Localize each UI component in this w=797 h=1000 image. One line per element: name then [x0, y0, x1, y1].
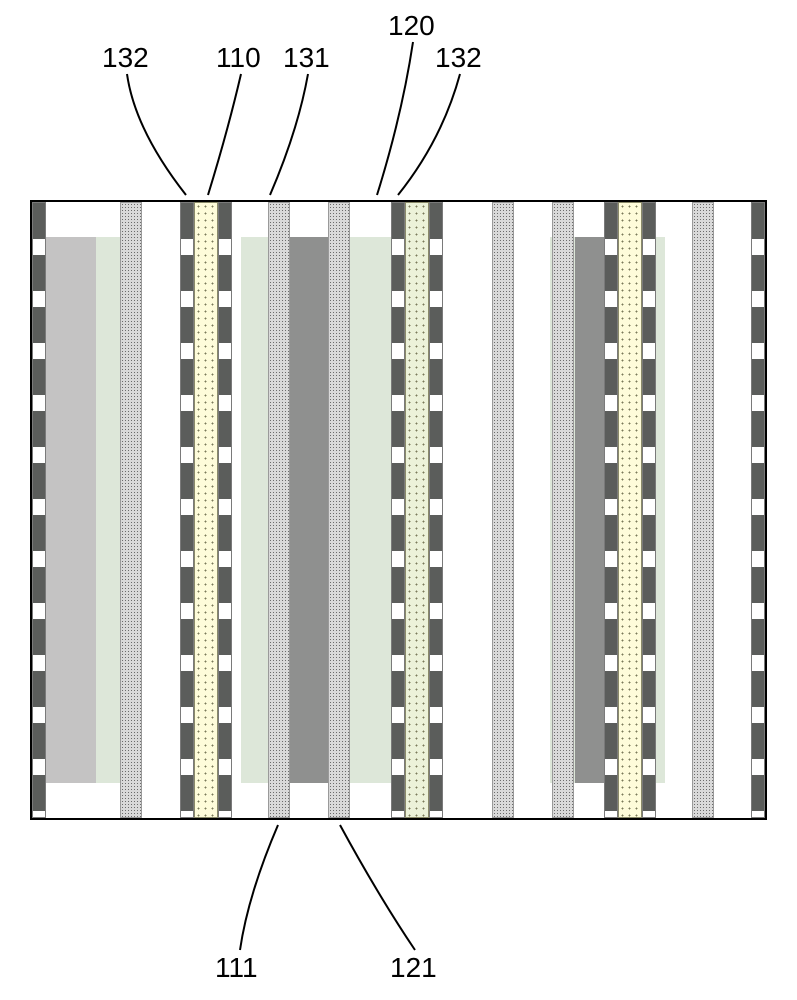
bar-dense	[268, 202, 290, 818]
bar-dense	[328, 202, 350, 818]
body-region	[241, 237, 268, 783]
bar-dense	[552, 202, 574, 818]
figure-container: 132110131120132111121	[0, 0, 797, 1000]
callout-label: 120	[388, 10, 435, 42]
bar-inner-dashed	[218, 202, 232, 818]
callout-label: 131	[283, 42, 330, 74]
bar-inner-dashed	[429, 202, 443, 818]
bar-inner-dashed	[391, 202, 405, 818]
leader-line	[127, 74, 186, 195]
bar-inner-dashed	[180, 202, 194, 818]
callout-label: 110	[216, 42, 261, 74]
body-region	[96, 237, 120, 783]
callout-label: 132	[435, 42, 482, 74]
leader-line	[270, 74, 308, 195]
bar-dotted	[618, 202, 642, 818]
bar-dense	[120, 202, 142, 818]
bar-dotted	[194, 202, 218, 818]
bar-edge-dashed	[32, 202, 46, 818]
bar-dense	[492, 202, 514, 818]
bar-dense	[692, 202, 714, 818]
leader-line	[377, 42, 413, 195]
callout-label: 121	[390, 952, 437, 984]
bar-edge-dashed	[751, 202, 765, 818]
leader-line	[240, 825, 278, 950]
callout-label: 111	[215, 952, 258, 984]
bar-inner-dashed	[604, 202, 618, 818]
leader-line	[398, 74, 460, 195]
leader-line	[208, 74, 241, 195]
leader-line	[340, 825, 415, 950]
bar-inner-dashed	[642, 202, 656, 818]
diagram-box	[30, 200, 767, 820]
bar-dotted	[405, 202, 429, 818]
callout-label: 132	[102, 42, 149, 74]
